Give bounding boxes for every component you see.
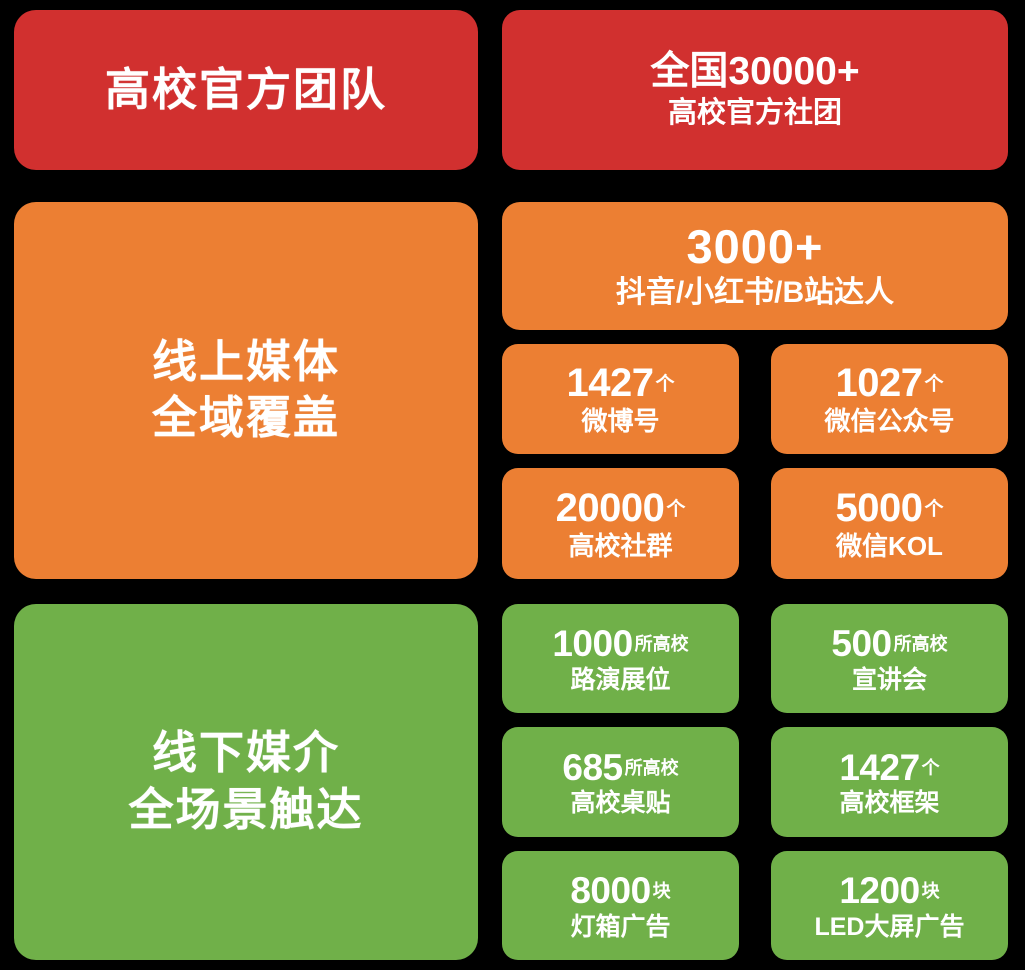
stat-unit: 块 [652, 881, 671, 902]
stat-number-line: 1000 所高校 [552, 623, 688, 664]
stat-number: 1200 [839, 870, 920, 912]
online-media-banner-caption: 抖音/小红书/B站达人 [615, 276, 895, 310]
official-team-label-column: 高校官方团队 [14, 10, 478, 170]
offline-media-content-column: 1000 所高校 路演展位 500 所高校 宣讲会 685 所高校 [502, 603, 1008, 960]
stat-card[interactable]: 500 所高校 宣讲会 [771, 603, 1008, 714]
stat-unit: 个 [921, 757, 940, 778]
row-gap-orange-green [14, 579, 1008, 604]
column-gap [478, 604, 502, 960]
stat-card[interactable]: 1427 个 微博号 [502, 343, 739, 455]
stat-number: 1427 [839, 746, 920, 788]
stat-unit: 所高校 [893, 634, 948, 655]
stat-card[interactable]: 1027 个 微信公众号 [771, 343, 1008, 455]
online-media-banner-number: 3000+ [686, 220, 824, 274]
stat-number-line: 5000 个 [836, 486, 944, 531]
stat-card[interactable]: 1000 所高校 路演展位 [502, 603, 739, 714]
online-media-label-line-2: 全域覆盖 [151, 392, 340, 444]
section-online-media: 线上媒体 全域覆盖 3000+ 抖音/小红书/B站达人 1427 个 微博号 [14, 201, 1008, 579]
official-team-headline-number: 全国30000+ [650, 49, 860, 93]
stat-number: 1000 [552, 623, 633, 665]
stat-caption: 高校社群 [568, 530, 673, 561]
offline-media-label-card[interactable]: 线下媒介 全场景触达 [14, 603, 478, 960]
stat-number: 20000 [555, 486, 665, 531]
stat-unit: 块 [921, 881, 940, 902]
stat-number: 1027 [835, 361, 923, 406]
online-media-banner-card[interactable]: 3000+ 抖音/小红书/B站达人 [502, 201, 1008, 330]
stat-number: 685 [562, 746, 623, 788]
column-gap [478, 10, 502, 170]
stat-unit: 个 [655, 374, 675, 396]
online-media-label-card[interactable]: 线上媒体 全域覆盖 [14, 201, 478, 579]
stat-unit: 个 [924, 499, 944, 521]
column-gap [478, 202, 502, 579]
stat-number-line: 1027 个 [836, 361, 944, 406]
stat-caption: 高校框架 [839, 789, 940, 818]
official-team-label-card[interactable]: 高校官方团队 [14, 10, 478, 170]
stat-unit: 所高校 [634, 634, 689, 655]
stat-card[interactable]: 685 所高校 高校桌贴 [502, 727, 739, 837]
offline-media-label-line-1: 线下媒介 [151, 727, 340, 779]
stat-card[interactable]: 5000 个 微信KOL [771, 468, 1008, 579]
stat-caption: 宣讲会 [851, 665, 927, 694]
stat-number: 1427 [566, 361, 654, 406]
stat-unit: 所高校 [624, 757, 679, 778]
stat-number-line: 1200 块 [839, 870, 939, 911]
stat-card[interactable]: 20000 个 高校社群 [502, 468, 739, 579]
stat-number-line: 685 所高校 [562, 747, 678, 788]
stat-unit: 个 [666, 499, 686, 521]
stat-number: 5000 [835, 486, 923, 531]
stat-number-line: 20000 个 [556, 486, 686, 531]
official-team-content-column: 全国30000+ 高校官方社团 [502, 10, 1008, 170]
stat-card[interactable]: 8000 块 灯箱广告 [502, 850, 739, 960]
offline-media-label-column: 线下媒介 全场景触达 [14, 603, 478, 960]
offline-media-stat-grid: 1000 所高校 路演展位 500 所高校 宣讲会 685 所高校 [502, 603, 1008, 960]
stat-card[interactable]: 1427 个 高校框架 [771, 727, 1008, 837]
online-media-label-line-1: 线上媒体 [151, 335, 340, 387]
official-team-headline-card[interactable]: 全国30000+ 高校官方社团 [502, 10, 1008, 170]
row-gap-red-orange [14, 170, 1008, 202]
online-media-content-column: 3000+ 抖音/小红书/B站达人 1427 个 微博号 1027 个 [502, 201, 1008, 579]
section-official-team: 高校官方团队 全国30000+ 高校官方社团 [14, 10, 1008, 170]
stat-number-line: 1427 个 [839, 747, 939, 788]
section-offline-media: 线下媒介 全场景触达 1000 所高校 路演展位 500 所高校 [14, 603, 1008, 960]
stat-unit: 个 [924, 374, 944, 396]
official-team-headline-caption: 高校官方社团 [667, 97, 842, 130]
stat-caption: 灯箱广告 [570, 912, 671, 941]
online-media-label-column: 线上媒体 全域覆盖 [14, 201, 478, 579]
stat-number: 8000 [570, 870, 651, 912]
stat-caption: 微信KOL [836, 530, 943, 561]
online-media-stat-grid: 1427 个 微博号 1027 个 微信公众号 20000 个 [502, 343, 1008, 579]
stat-number-line: 8000 块 [570, 870, 670, 911]
stat-number: 500 [831, 623, 892, 665]
official-team-label-line-1: 高校官方团队 [104, 63, 387, 115]
stat-caption: 路演展位 [570, 665, 671, 694]
stat-number-line: 1427 个 [567, 361, 675, 406]
stat-card[interactable]: 1200 块 LED大屏广告 [771, 850, 1008, 960]
stat-caption: 微博号 [581, 406, 660, 437]
stat-caption: LED大屏广告 [814, 912, 965, 941]
offline-media-label-line-2: 全场景触达 [128, 783, 364, 835]
stat-number-line: 500 所高校 [831, 623, 947, 664]
stat-caption: 高校桌贴 [570, 789, 671, 818]
stat-caption: 微信公众号 [824, 406, 955, 437]
